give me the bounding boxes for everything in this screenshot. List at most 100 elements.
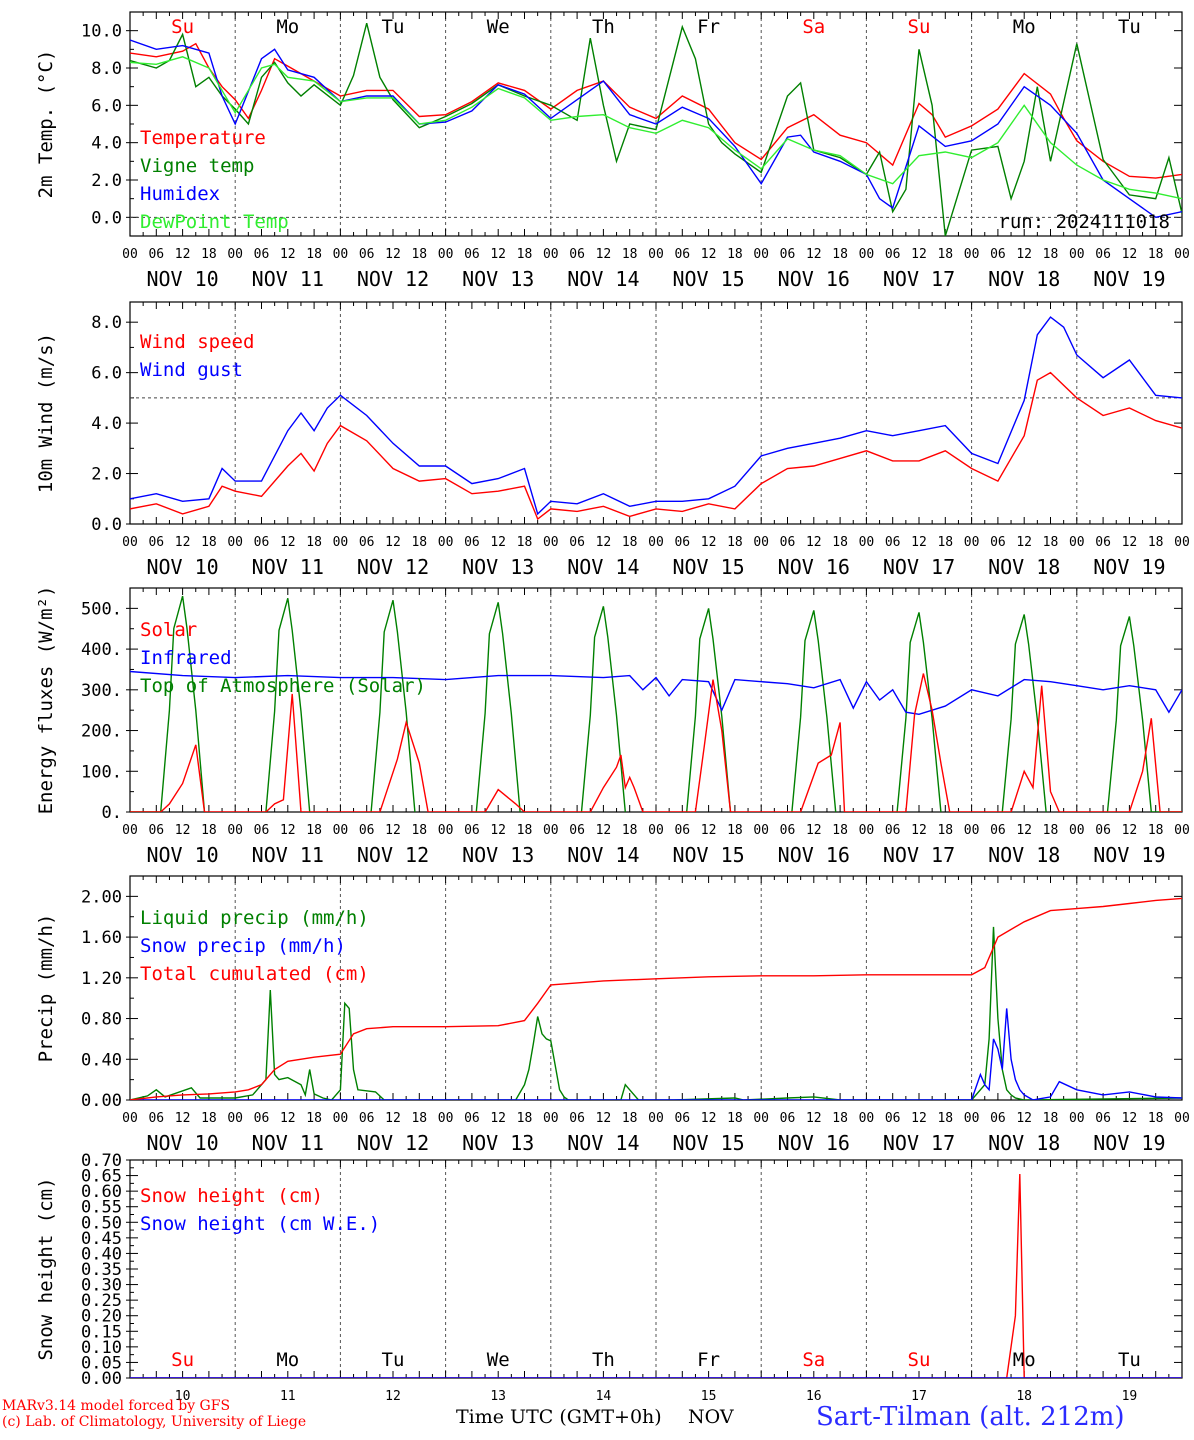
y-tick-label: 1.60: [81, 928, 122, 948]
day-number-label: 14: [596, 1389, 612, 1404]
x-hour-label: 18: [832, 823, 848, 838]
x-hour-label: 12: [385, 823, 401, 838]
x-hour-label: 18: [411, 823, 427, 838]
x-hour-label: 06: [885, 823, 901, 838]
x-hour-label: 12: [385, 247, 401, 262]
y-tick-label: 0.65: [81, 1167, 122, 1187]
x-hour-label: 06: [148, 823, 164, 838]
x-hour-label: 06: [148, 535, 164, 550]
y-tick-label: 0.30: [81, 1276, 122, 1296]
x-hour-label: 18: [201, 535, 217, 550]
x-hour-label: 00: [859, 247, 875, 262]
x-hour-label: 00: [753, 535, 769, 550]
x-hour-label: 00: [333, 247, 349, 262]
x-hour-label: 00: [648, 1111, 664, 1126]
day-number-label: 15: [701, 1389, 717, 1404]
x-axis-month: NOV: [688, 1406, 734, 1428]
x-hour-label: 06: [464, 1111, 480, 1126]
x-hour-label: 18: [517, 247, 533, 262]
legend-entry: Total cumulated (cm): [140, 963, 369, 985]
x-hour-label: 12: [490, 535, 506, 550]
x-hour-label: 06: [254, 823, 270, 838]
x-hour-label: 12: [806, 535, 822, 550]
x-hour-label: 06: [464, 535, 480, 550]
x-hour-label: 06: [885, 535, 901, 550]
x-hour-label: 06: [674, 823, 690, 838]
weekday-label: Tu: [1118, 1349, 1141, 1371]
y-tick-label: 0.40: [81, 1244, 122, 1264]
x-hour-label: 06: [359, 535, 375, 550]
x-hour-label: 12: [175, 247, 191, 262]
x-hour-label: 18: [937, 535, 953, 550]
x-date-label: NOV 14: [567, 1131, 639, 1155]
series-group: [130, 1173, 1182, 1378]
x-hour-label: 00: [543, 1111, 559, 1126]
y-axis-label: Snow height (cm): [35, 1177, 57, 1360]
day-number-label: 11: [280, 1389, 296, 1404]
x-hour-label: 06: [885, 1111, 901, 1126]
x-hour-label: 06: [674, 1111, 690, 1126]
y-axis: 0. 100. 200. 300. 400. 500.: [81, 599, 1182, 823]
x-hour-label: 12: [701, 535, 717, 550]
x-date-label: NOV 19: [1093, 1131, 1165, 1155]
x-hour-label: 18: [622, 1111, 638, 1126]
series-line-snow-height-cm: [130, 1173, 1182, 1378]
x-hour-label: 18: [1043, 535, 1059, 550]
y-tick-label: 0.15: [81, 1322, 122, 1342]
x-hour-label: 06: [569, 535, 585, 550]
series-line-snow-precip-mm-h: [130, 1008, 1182, 1100]
x-date-label: NOV 15: [672, 1131, 744, 1155]
x-hour-label: 12: [385, 1111, 401, 1126]
x-hour-label: 00: [859, 1111, 875, 1126]
y-tick-label: 8.0: [91, 313, 122, 333]
x-hour-label: 18: [1148, 535, 1164, 550]
day-number-label: 16: [806, 1389, 822, 1404]
x-hour-label: 00: [543, 823, 559, 838]
x-hour-label: 06: [254, 247, 270, 262]
y-axis: 0.0 2.0 4.0 6.0 8.0 10.0: [81, 22, 1182, 228]
day-number-label: 10: [175, 1389, 191, 1404]
x-hour-label: 12: [280, 535, 296, 550]
x-date-label: NOV 11: [252, 1131, 324, 1155]
x-hour-label: 00: [122, 823, 138, 838]
x-hour-label: 12: [1122, 247, 1138, 262]
x-date-label: NOV 10: [146, 267, 218, 291]
x-hour-label: 12: [911, 535, 927, 550]
x-date-label: NOV 16: [778, 555, 850, 579]
x-date-label: NOV 16: [778, 267, 850, 291]
x-hour-label: 12: [806, 1111, 822, 1126]
x-hour-label: 06: [569, 823, 585, 838]
x-hour-label: 18: [201, 823, 217, 838]
legend-entry: Wind speed: [140, 331, 254, 353]
x-hour-label: 18: [1148, 247, 1164, 262]
x-hour-label: 00: [1069, 247, 1085, 262]
x-hour-label: 00: [543, 535, 559, 550]
x-hour-label: 00: [1069, 1111, 1085, 1126]
panel-4: 0.00 0.40 0.80 1.20 1.60 2.00 Precip (mm/h) Liq…: [35, 875, 1190, 1155]
x-hour-label: 06: [885, 247, 901, 262]
x-hour-label: 00: [438, 535, 454, 550]
x-hour-label: 12: [701, 247, 717, 262]
x-hour-label: 18: [306, 535, 322, 550]
weekday-label: Su: [171, 1349, 194, 1371]
x-hour-label: 06: [780, 535, 796, 550]
series-group: [130, 595, 1182, 812]
x-hour-label: 06: [569, 1111, 585, 1126]
x-hour-label: 00: [648, 823, 664, 838]
weekday-label: Mo: [1013, 16, 1036, 38]
day-number-label: 19: [1122, 1389, 1138, 1404]
x-hour-label: 18: [517, 1111, 533, 1126]
x-date-label: NOV 12: [357, 1131, 429, 1155]
footer-model-credit: MARv3.14 model forced by GFS (c) Lab. of…: [2, 1398, 306, 1430]
x-hour-label: 12: [1122, 535, 1138, 550]
x-hour-label: 12: [596, 535, 612, 550]
x-hour-label: 18: [937, 823, 953, 838]
y-tick-label: 0.0: [91, 515, 122, 535]
x-date-labels: NOV 10 NOV 11 NOV 12 NOV 13 NOV 14 NOV 15 NOV …: [146, 555, 1165, 579]
x-hour-label: 12: [280, 247, 296, 262]
legend-entry: Liquid precip (mm/h): [140, 907, 369, 929]
x-date-label: NOV 12: [357, 267, 429, 291]
y-tick-label: 0.80: [81, 1010, 122, 1030]
x-hour-label: 00: [964, 1111, 980, 1126]
y-tick-label: 0.00: [81, 1091, 122, 1111]
